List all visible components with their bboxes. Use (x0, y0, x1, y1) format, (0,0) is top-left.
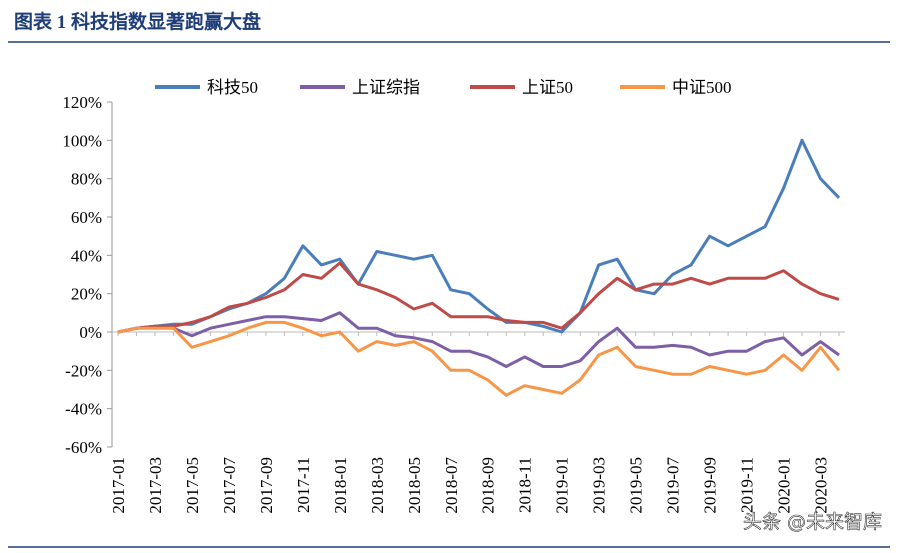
x-tick-label: 2017-01 (109, 457, 128, 514)
x-tick-label: 2018-09 (479, 457, 498, 514)
x-tick-label: 2018-01 (331, 457, 350, 514)
legend-label: 上证50 (522, 78, 573, 97)
x-tick-label: 2018-05 (405, 457, 424, 514)
x-tick-label: 2020-03 (812, 457, 831, 514)
series-line (117, 138, 841, 334)
x-tick-label: 2019-07 (664, 457, 683, 514)
watermark: 头条 @未来智库 (743, 511, 882, 533)
y-tick-label: 80% (71, 170, 102, 189)
y-tick-label: 40% (71, 246, 102, 265)
y-tick-label: -40% (65, 400, 102, 419)
series-line (117, 261, 840, 334)
x-tick-label: 2019-11 (738, 457, 757, 513)
y-tick-label: 100% (62, 131, 102, 150)
x-tick-label: 2019-01 (553, 457, 572, 514)
x-tick-label: 2018-03 (368, 457, 387, 514)
x-tick-label: 2017-03 (146, 457, 165, 514)
x-tick-label: 2018-07 (442, 457, 461, 514)
y-tick-label: -20% (65, 361, 102, 380)
x-tick-label: 2018-11 (516, 457, 535, 513)
x-tick-label: 2020-01 (775, 457, 794, 514)
x-tick-label: 2019-05 (627, 457, 646, 514)
legend-label: 上证综指 (352, 78, 420, 97)
x-tick-label: 2017-07 (220, 457, 239, 514)
y-tick-label: 120% (62, 93, 102, 112)
legend-label: 中证500 (672, 78, 732, 97)
series-line (117, 311, 840, 368)
x-tick-label: 2019-09 (701, 457, 720, 514)
y-tick-label: -60% (65, 438, 102, 457)
y-tick-label: 0% (79, 323, 102, 342)
y-tick-label: 20% (71, 285, 102, 304)
chart-title: 图表 1 科技指数显著跑赢大盘 (14, 10, 261, 33)
series-line (117, 320, 841, 397)
x-tick-label: 2017-09 (257, 457, 276, 514)
x-tick-label: 2017-05 (183, 457, 202, 514)
y-tick-label: 60% (71, 208, 102, 227)
x-tick-label: 2017-11 (294, 457, 313, 513)
x-tick-label: 2019-03 (590, 457, 609, 514)
legend-label: 科技50 (207, 78, 258, 97)
